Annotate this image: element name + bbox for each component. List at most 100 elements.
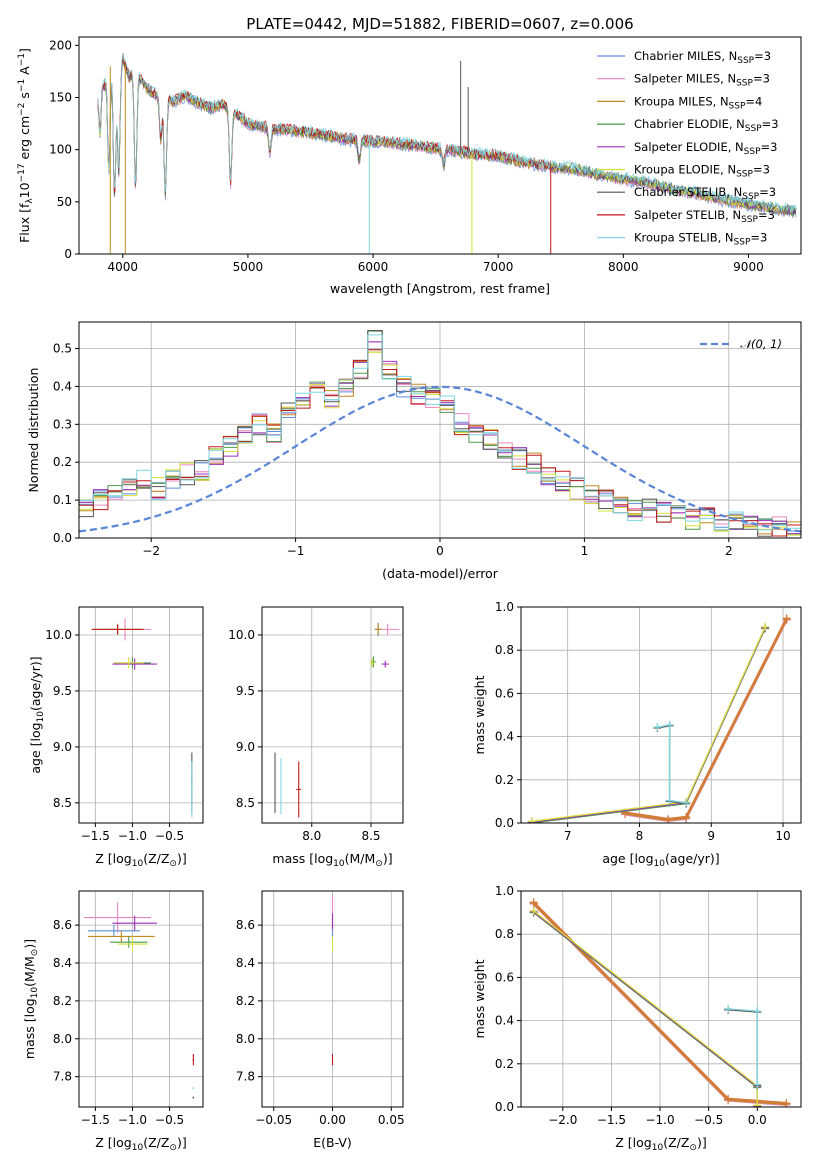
- x-tick-label: 6000: [358, 260, 389, 274]
- errorbar-point: [381, 660, 389, 668]
- x-tick-label: 0: [436, 544, 444, 558]
- x-tick-label: −1.5: [81, 829, 110, 843]
- x-tick-label: 7000: [483, 260, 514, 274]
- y-tick-label: 9.0: [53, 740, 72, 754]
- x-tick-label: −1.5: [81, 1113, 110, 1127]
- x-tick-label: −2.0: [548, 1113, 577, 1127]
- y-tick-label: 9.0: [236, 740, 255, 754]
- x-tick-label: 2: [725, 544, 733, 558]
- y-axis-label: mass weight: [472, 675, 487, 754]
- y-tick-label: 0.0: [495, 816, 514, 830]
- x-tick-label: 4000: [108, 260, 139, 274]
- legend-label: Salpeter MILES, NSSP=3: [634, 72, 770, 89]
- legend-label: Kroupa ELODIE, NSSP=3: [634, 163, 770, 180]
- y-tick-label: 0.4: [495, 730, 514, 744]
- spectrum-line: [97, 56, 797, 216]
- errorbar-point: [87, 930, 155, 943]
- mass-vs-Z-panel: −1.5 −1.0 −0.5 7.8 8.0 8.2 8.4 8.6 Z [log10(Z/Z⊙…: [22, 890, 204, 1153]
- y-tick-label: 0.5: [53, 342, 72, 356]
- spectrum-line: [97, 53, 797, 213]
- errorbar-point: [91, 624, 144, 634]
- x-tick-label: −1.5: [597, 1113, 626, 1127]
- mass-vs-ebv-panel: −0.05 0.00 0.05 7.8 8.0 8.2 8.4 8.6 E(B-V): [236, 890, 405, 1150]
- y-tick-label: 1.0: [495, 884, 514, 898]
- y-tick-label: 150: [49, 91, 72, 105]
- x-tick-label: 8.0: [302, 829, 321, 843]
- errorbar-point: [112, 658, 157, 670]
- y-tick-label: 0.3: [53, 417, 72, 431]
- errorbar-point: [113, 657, 144, 669]
- plot-area: [529, 898, 791, 1107]
- x-tick-label: −0.5: [155, 829, 184, 843]
- plot-area: [84, 902, 195, 1099]
- y-tick-label: 0.2: [495, 773, 514, 787]
- y-tick-label: 0.1: [53, 493, 72, 507]
- axes-frame: [520, 606, 802, 824]
- x-tick-label: 10: [775, 829, 790, 843]
- y-axis-label: age [log10(age/yr)]: [28, 656, 46, 773]
- errorbar-point: [112, 915, 157, 931]
- y-tick-label: 0.6: [495, 970, 514, 984]
- x-tick-label: 9000: [733, 260, 764, 274]
- x-tick-label: −0.5: [694, 1113, 723, 1127]
- legend-label: Chabrier STELIB, NSSP=3: [634, 185, 776, 202]
- x-tick-label: −1.0: [118, 1113, 147, 1127]
- residuals-panel: −2 −1 0 1 2 0.0 0.1 0.2 0.3 0.4 0.5 (data-model)/er…: [26, 321, 802, 581]
- x-tick-label: −1: [287, 544, 305, 558]
- y-tick-label: 8.0: [236, 1032, 255, 1046]
- errorbar-point: [374, 623, 382, 635]
- y-tick-label: 10.0: [228, 628, 255, 642]
- y-tick-label: 50: [57, 195, 72, 209]
- y-tick-label: 7.8: [236, 1070, 255, 1084]
- y-tick-label: 10.0: [45, 628, 72, 642]
- legend-label: Chabrier MILES, NSSP=3: [634, 49, 771, 66]
- axes-frame: [78, 606, 204, 824]
- weight-vs-Z-panel: −2.0 −1.5 −1.0 −0.5 0.0 0.0 0.2 0.4 0.6 0.8 1.0 Z […: [472, 884, 802, 1153]
- x-tick-label: −2: [142, 544, 160, 558]
- x-tick-label: 1: [581, 544, 589, 558]
- legend-label: Kroupa MILES, NSSP=4: [634, 94, 762, 111]
- errorbar-point: [84, 902, 152, 933]
- y-tick-label: 0.0: [53, 531, 72, 545]
- axes-frame: [78, 36, 802, 255]
- weight-vs-age-panel: 7 8 9 10 0.0 0.2 0.4 0.6 0.8 1.0 age [log10(age/yr…: [472, 600, 802, 869]
- legend-label: Salpeter ELODIE, NSSP=3: [634, 140, 777, 157]
- y-tick-label: 8.6: [53, 918, 72, 932]
- y-tick-label: 0.2: [53, 455, 72, 469]
- y-tick-label: 100: [49, 143, 72, 157]
- age-vs-mass-panel: 8.0 8.5 8.5 9.0 9.5 10.0 mass [log10(M/M⊙)]: [228, 606, 404, 869]
- y-tick-label: 0.4: [495, 1014, 514, 1028]
- x-tick-label: 0.05: [378, 1113, 405, 1127]
- y-tick-label: 8.0: [53, 1032, 72, 1046]
- errorbar-point: [117, 936, 148, 952]
- figure-title: PLATE=0442, MJD=51882, FIBERID=0607, z=0…: [246, 15, 633, 33]
- y-tick-label: 9.5: [236, 684, 255, 698]
- x-axis-label: E(B-V): [313, 1135, 352, 1150]
- y-tick-label: 8.2: [236, 994, 255, 1008]
- y-tick-label: 8.5: [53, 796, 72, 810]
- x-tick-label: 8: [636, 829, 644, 843]
- y-tick-label: 200: [49, 38, 72, 52]
- x-axis-label: mass [log10(M/M⊙)]: [272, 851, 392, 869]
- x-tick-label: 8000: [608, 260, 639, 274]
- y-tick-label: 1.0: [495, 600, 514, 614]
- axes-frame: [520, 890, 802, 1108]
- x-axis-label: Z [log10(Z/Z⊙)]: [615, 1135, 706, 1153]
- plot-area: [79, 330, 801, 538]
- y-tick-label: 0: [64, 247, 72, 261]
- errorbar-point: [192, 1053, 195, 1066]
- errorbar-point: [191, 761, 193, 818]
- x-tick-label: −0.5: [155, 1113, 184, 1127]
- plot-area: [274, 622, 400, 818]
- plot-area: [97, 52, 797, 254]
- histogram-series: [79, 330, 801, 536]
- y-axis-label: mass [log10(M/M⊙)]: [22, 939, 40, 1059]
- age-vs-Z-panel: −1.5 −1.0 −0.5 8.5 9.0 9.5 10.0 Z [log10(Z/Z⊙)]…: [28, 606, 204, 869]
- legend-label: Salpeter STELIB, NSSP=3: [634, 208, 775, 225]
- spectrum-panel: 4000 5000 6000 7000 8000 9000 0 50 100 150 200 wave…: [17, 36, 802, 296]
- x-tick-label: 5000: [233, 260, 264, 274]
- y-tick-label: 0.0: [495, 1100, 514, 1114]
- x-axis-label: Z [log10(Z/Z⊙)]: [95, 1135, 186, 1153]
- x-tick-label: −0.05: [255, 1113, 292, 1127]
- y-tick-label: 7.8: [53, 1070, 72, 1084]
